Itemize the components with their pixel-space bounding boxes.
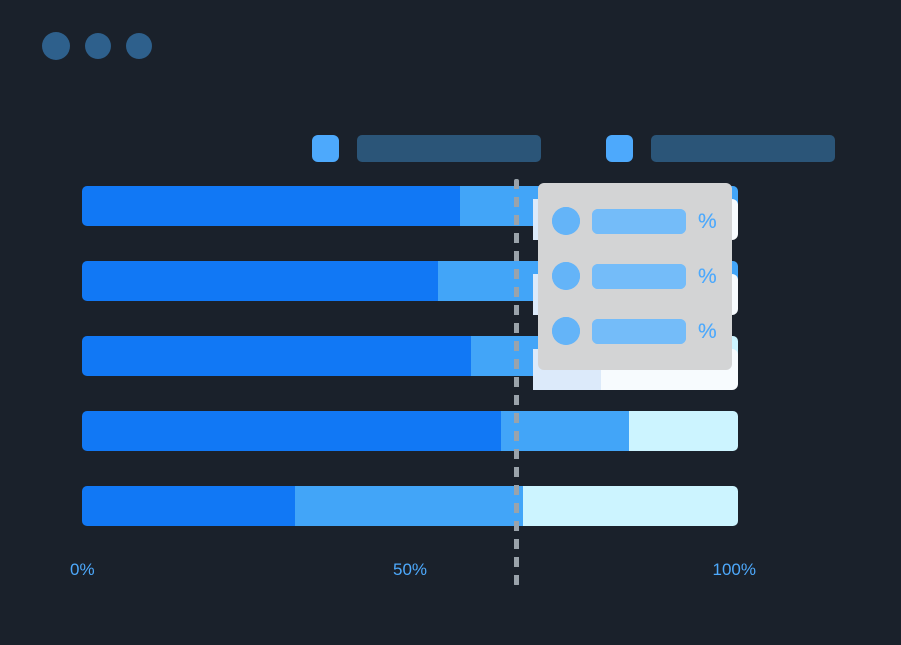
x-axis: 0% 50% 100% — [70, 560, 756, 586]
tooltip-unit-0: % — [698, 209, 717, 233]
placeholder-dot-1 — [42, 32, 70, 60]
axis-tick-0: 0% — [70, 560, 95, 579]
threshold-line — [514, 179, 519, 586]
legend-item-0[interactable] — [312, 135, 541, 162]
tooltip-row-content-2: % — [552, 311, 717, 351]
axis-tick-100: 100% — [712, 560, 756, 579]
tooltip-series-dot-icon-1 — [552, 262, 580, 290]
tooltip-unit-2: % — [698, 319, 717, 343]
tooltip-series-dot-icon-0 — [552, 207, 580, 235]
tooltip-series-dot-icon-2 — [552, 317, 580, 345]
legend-swatch-icon-1 — [606, 135, 633, 162]
tooltip-unit-1: % — [698, 264, 717, 288]
chart-tooltip-content: % % % — [538, 183, 732, 370]
bar-segment-3-3[interactable] — [629, 411, 738, 451]
tooltip-value-placeholder-0 — [592, 208, 686, 234]
bar-segment-0-1[interactable] — [82, 186, 460, 226]
bar-segment-3-1[interactable] — [82, 411, 502, 451]
header-placeholder-dots — [42, 32, 152, 60]
tooltip-row-content-1: % — [552, 256, 717, 296]
legend-swatch-icon-0 — [312, 135, 339, 162]
table-row[interactable] — [82, 486, 738, 526]
tooltip-value-placeholder-1 — [592, 263, 686, 289]
tooltip-unit-0: % — [698, 209, 717, 233]
bar-segment-4-2[interactable] — [295, 486, 524, 526]
stacked-bar-4[interactable] — [82, 486, 738, 526]
tooltip-unit-1: % — [698, 264, 717, 288]
placeholder-dot-2 — [85, 33, 111, 59]
tooltip-value-placeholder-2 — [592, 318, 686, 344]
bar-segment-1-1[interactable] — [82, 261, 439, 301]
table-row[interactable] — [82, 411, 738, 451]
legend-item-1[interactable] — [606, 135, 835, 162]
legend-label-placeholder-0 — [357, 135, 541, 162]
chart-legend — [312, 135, 835, 162]
bar-segment-2-1[interactable] — [82, 336, 471, 376]
bar-segment-3-2[interactable] — [501, 411, 630, 451]
bar-segment-4-1[interactable] — [82, 486, 296, 526]
placeholder-dot-3 — [126, 33, 152, 59]
stacked-bar-3[interactable] — [82, 411, 738, 451]
tooltip-row-content-0: % — [552, 201, 717, 241]
tooltip-unit-2: % — [698, 319, 717, 343]
legend-label-placeholder-1 — [651, 135, 835, 162]
axis-tick-50: 50% — [392, 560, 428, 579]
bar-segment-4-3[interactable] — [523, 486, 738, 526]
